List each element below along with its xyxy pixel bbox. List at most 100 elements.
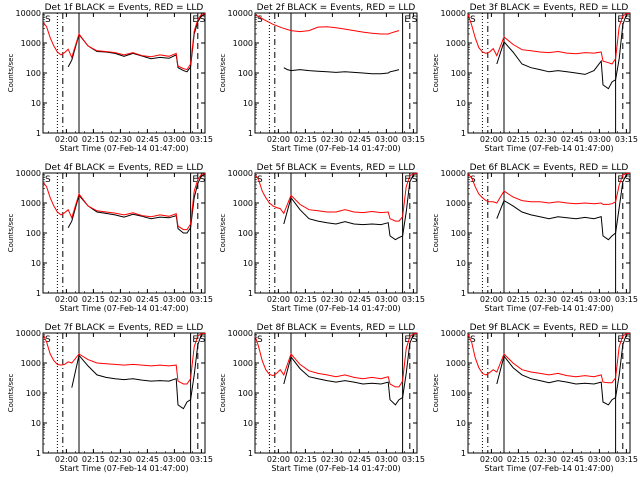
- y-tick-label: 10: [456, 99, 466, 108]
- y-tick-label: 10: [31, 259, 41, 268]
- corner-label-start: S: [625, 15, 631, 25]
- y-axis-label: Counts/sec: [219, 374, 227, 413]
- y-tick-label: 10000: [228, 329, 253, 338]
- y-axis-label: Counts/sec: [7, 214, 15, 253]
- y-tick-label: 1: [461, 129, 466, 138]
- x-axis-label: Start Time (07-Feb-14 01:47:00): [59, 304, 188, 313]
- x-tick-label: 02:00: [267, 135, 290, 144]
- corner-label-start: S: [625, 335, 631, 345]
- detector-panel: Det 4f BLACK = Events, RED = LLD 1 10 100 10…: [7, 163, 213, 313]
- x-tick-label: 03:15: [190, 455, 213, 464]
- y-tick-label: 1000: [446, 359, 466, 368]
- panel-title: Det 3f BLACK = Events, RED = LLD: [470, 3, 629, 13]
- detector-panel: Det 3f BLACK = Events, RED = LLD 1 10 100 10…: [432, 3, 638, 153]
- y-tick-label: 10000: [16, 169, 41, 178]
- y-tick-label: 1000: [446, 39, 466, 48]
- x-axis-label: Start Time (07-Feb-14 01:47:00): [484, 304, 613, 313]
- y-axis-label: Counts/sec: [432, 214, 440, 253]
- corner-label-start: S: [200, 15, 206, 25]
- y-tick-label: 100: [451, 229, 466, 238]
- detector-panel: Det 7f BLACK = Events, RED = LLD 1 10 100 10…: [7, 323, 213, 473]
- x-tick-label: 02:45: [136, 455, 159, 464]
- corner-label-start: S: [412, 175, 418, 185]
- x-tick-label: 03:15: [615, 455, 638, 464]
- x-tick-label: 03:00: [588, 135, 611, 144]
- y-tick-label: 10000: [16, 9, 41, 18]
- y-tick-label: 10000: [441, 329, 466, 338]
- y-tick-label: 10: [31, 419, 41, 428]
- y-tick-label: 100: [451, 389, 466, 398]
- x-axis-label: Start Time (07-Feb-14 01:47:00): [484, 144, 613, 153]
- series-line-lld: [467, 332, 631, 384]
- detector-panel: Det 6f BLACK = Events, RED = LLD 1 10 100 10…: [432, 163, 638, 313]
- x-tick-label: 03:00: [163, 135, 186, 144]
- x-tick-label: 03:00: [375, 135, 398, 144]
- y-axis-label: Counts/sec: [219, 54, 227, 93]
- x-tick-label: 02:30: [109, 135, 132, 144]
- x-tick-label: 02:00: [267, 455, 290, 464]
- x-tick-label: 02:15: [507, 455, 530, 464]
- plot-frame: [42, 332, 206, 454]
- y-tick-label: 100: [238, 69, 253, 78]
- corner-label-end: E: [404, 15, 410, 25]
- y-tick-label: 10000: [228, 9, 253, 18]
- series-line-events: [496, 13, 631, 90]
- plot-frame: [467, 12, 631, 134]
- series-line-events: [283, 333, 418, 406]
- y-tick-label: 10: [456, 419, 466, 428]
- corner-label-end: E: [617, 335, 623, 345]
- y-tick-label: 1: [36, 449, 41, 458]
- x-tick-label: 02:15: [82, 135, 105, 144]
- y-tick-label: 10000: [16, 329, 41, 338]
- panel-title: Det 4f BLACK = Events, RED = LLD: [45, 163, 204, 173]
- corner-label-end: E: [192, 335, 198, 345]
- y-tick-label: 10: [243, 259, 253, 268]
- series-line-events: [283, 173, 418, 241]
- y-tick-label: 10000: [228, 169, 253, 178]
- x-tick-label: 02:45: [561, 295, 584, 304]
- series-line-events: [67, 13, 206, 73]
- panel-title: Det 1f BLACK = Events, RED = LLD: [45, 3, 204, 13]
- x-tick-label: 03:15: [190, 295, 213, 304]
- x-tick-label: 03:00: [163, 295, 186, 304]
- series-line-lld: [42, 332, 206, 385]
- series-line-events: [496, 173, 631, 241]
- x-tick-label: 02:15: [82, 455, 105, 464]
- x-tick-label: 02:00: [480, 135, 503, 144]
- y-tick-label: 100: [26, 69, 41, 78]
- plot-frame: [254, 12, 418, 134]
- corner-label-start: S: [45, 335, 51, 345]
- x-tick-label: 02:15: [507, 295, 530, 304]
- y-tick-label: 1000: [233, 359, 253, 368]
- x-tick-label: 03:00: [588, 455, 611, 464]
- x-tick-label: 02:30: [109, 455, 132, 464]
- x-tick-label: 02:30: [321, 295, 344, 304]
- x-tick-label: 03:00: [163, 455, 186, 464]
- x-tick-label: 02:45: [348, 295, 371, 304]
- x-tick-label: 03:15: [402, 135, 425, 144]
- x-tick-label: 03:15: [615, 295, 638, 304]
- x-tick-label: 02:45: [136, 135, 159, 144]
- detector-panel: Det 8f BLACK = Events, RED = LLD 1 10 100 10…: [219, 323, 425, 473]
- y-tick-label: 100: [238, 389, 253, 398]
- series-line-events: [67, 173, 206, 234]
- y-tick-label: 1: [248, 449, 253, 458]
- x-tick-label: 02:45: [136, 295, 159, 304]
- corner-label-start: S: [412, 335, 418, 345]
- y-tick-label: 1000: [233, 199, 253, 208]
- y-tick-label: 10000: [441, 169, 466, 178]
- x-tick-label: 02:15: [294, 135, 317, 144]
- series-line-lld: [42, 13, 206, 71]
- y-tick-label: 1000: [233, 39, 253, 48]
- plot-frame: [254, 332, 418, 454]
- x-axis-label: Start Time (07-Feb-14 01:47:00): [484, 464, 613, 473]
- detector-panel: Det 1f BLACK = Events, RED = LLD 1 10 100 10…: [7, 3, 213, 153]
- corner-label-end: E: [192, 15, 198, 25]
- corner-label-start: S: [200, 175, 206, 185]
- y-tick-label: 100: [26, 229, 41, 238]
- series-line-events: [496, 333, 631, 406]
- x-tick-label: 03:15: [615, 135, 638, 144]
- x-tick-label: 02:45: [348, 455, 371, 464]
- detector-panel: Det 9f BLACK = Events, RED = LLD 1 10 100 10…: [432, 323, 638, 473]
- y-tick-label: 10: [243, 99, 253, 108]
